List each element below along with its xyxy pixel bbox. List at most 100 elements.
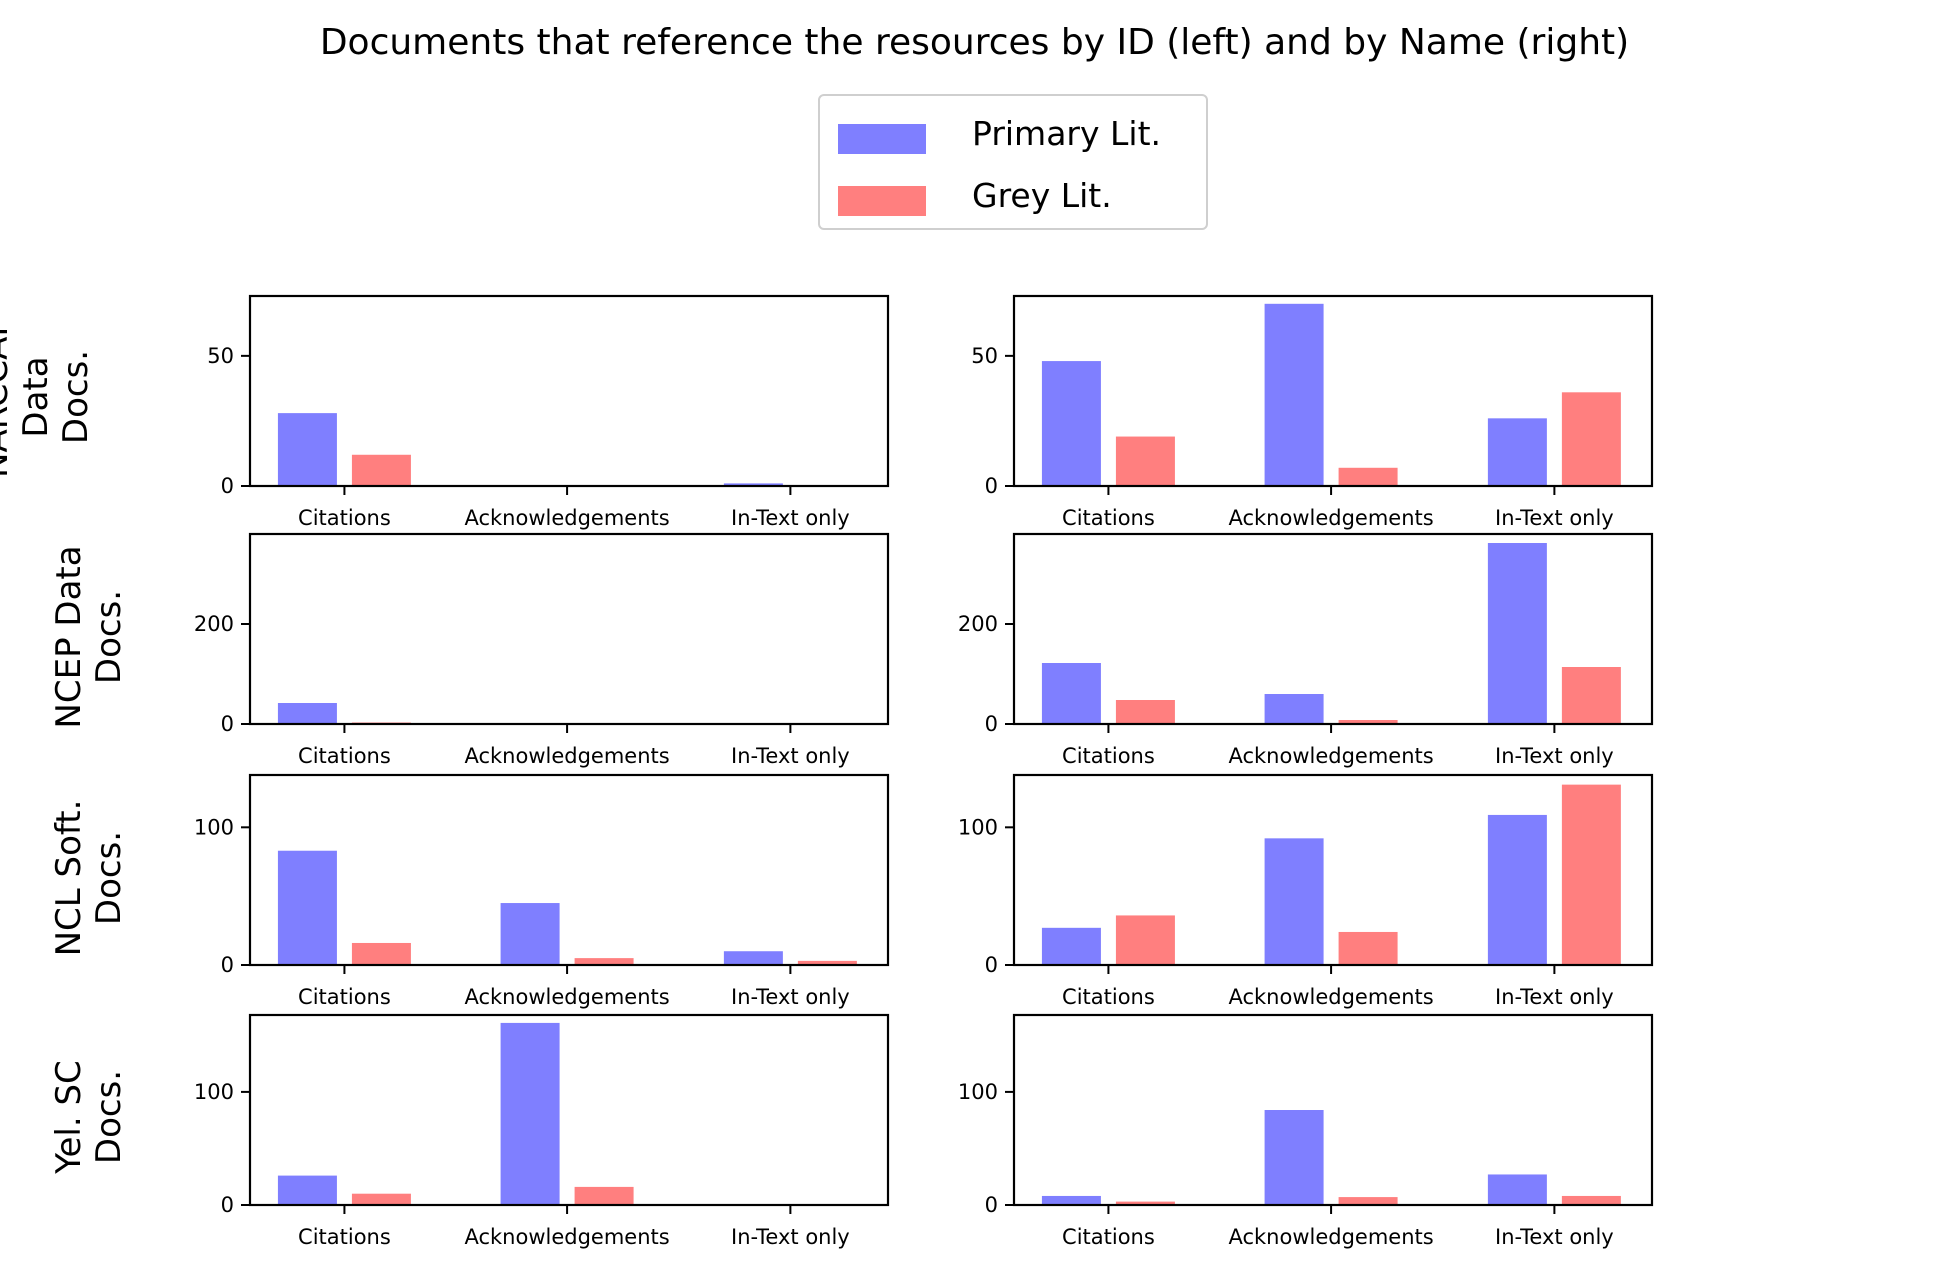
panel-1-name-bar-grey-lit-acknowledgements (1338, 467, 1398, 486)
panel-4-id-xtick-label-citations: Citations (298, 1225, 391, 1249)
legend-label-grey: Grey Lit. (972, 176, 1112, 215)
panel-2-name-axes-frame (1012, 532, 1654, 726)
row-label-4: Yel. SCDocs. (49, 1060, 129, 1175)
panel-4-name-xtick-label-citations: Citations (1062, 1225, 1155, 1249)
panel-2-name-bar-grey-lit-acknowledgements (1338, 720, 1398, 724)
panel-3-id-bar-grey-lit-in-text-only (797, 960, 857, 965)
panel-2-id-bar-primary-lit-citations (277, 703, 337, 724)
panel-1-id-xtick-label-acknowledgements: Acknowledgements (464, 506, 669, 530)
panel-1-name-xtick-label-in-text-only: In-Text only (1495, 506, 1614, 530)
panel-1-name-bar-grey-lit-in-text-only (1561, 392, 1621, 486)
panel-4-name-bar-grey-lit-acknowledgements (1338, 1197, 1398, 1205)
panel-3-name-bar-grey-lit-citations (1115, 915, 1175, 965)
panel-4-id-axes-frame (248, 1013, 890, 1207)
panel-2-name-ytick-label-0: 0 (985, 712, 998, 736)
panel-1-name-bar-primary-lit-in-text-only (1487, 418, 1547, 486)
panel-3-id-bar-grey-lit-citations (351, 942, 411, 965)
panel-4-id-bar-primary-lit-acknowledgements (500, 1022, 560, 1205)
panel-3-name-ytick-label-100: 100 (958, 815, 998, 839)
panel-2-name-bar-primary-lit-in-text-only (1487, 543, 1547, 724)
row-label-3-line-1: NCL Soft. (49, 800, 89, 957)
panel-1-id-xtick-label-in-text-only: In-Text only (731, 506, 850, 530)
legend: Primary Lit. Grey Lit. (818, 94, 1208, 230)
panel-4-name-bar-grey-lit-in-text-only (1561, 1195, 1621, 1205)
panel-3-id-ytick-label-100: 100 (194, 815, 234, 839)
row-label-4-line-1: Yel. SC (49, 1060, 89, 1175)
panel-1-id-ytick-label-0: 0 (221, 474, 234, 498)
panel-3-name-axes-frame (1012, 773, 1654, 967)
panel-2-id-xtick-label-citations: Citations (298, 744, 391, 768)
panel-1-id-bar-primary-lit-in-text-only (723, 483, 783, 486)
panel-3-name-bar-primary-lit-in-text-only (1487, 814, 1547, 965)
panel-2-name-bar-primary-lit-citations (1041, 663, 1101, 724)
panel-2-name-bar-primary-lit-acknowledgements (1264, 694, 1324, 724)
panel-3-id-axes-frame (248, 773, 890, 967)
panel-2-id-ytick-label-200: 200 (194, 612, 234, 636)
row-label-1-line-3: Docs. (56, 350, 96, 444)
panel-4-name-ytick-label-0: 0 (985, 1193, 998, 1217)
panel-3-id-bar-primary-lit-in-text-only (723, 951, 783, 965)
legend-swatch-grey (838, 186, 926, 216)
panel-2-name-xtick-label-acknowledgements: Acknowledgements (1228, 744, 1433, 768)
panel-2-id-axes-frame (248, 532, 890, 726)
panel-3-id-xtick-label-citations: Citations (298, 985, 391, 1009)
panel-1-name-axes-frame (1012, 294, 1654, 488)
panel-3-name-xtick-label-acknowledgements: Acknowledgements (1228, 985, 1433, 1009)
panel-2-id-ytick-label-0: 0 (221, 712, 234, 736)
panel-1-name-xtick-label-acknowledgements: Acknowledgements (1228, 506, 1433, 530)
panel-4-id-xtick-label-acknowledgements: Acknowledgements (464, 1225, 669, 1249)
panel-4-name-ytick-label-100: 100 (958, 1080, 998, 1104)
panel-1-id-axes-frame (248, 294, 890, 488)
panel-1-id-ytick-label-50: 50 (207, 344, 234, 368)
row-label-1-line-2: Data (16, 356, 56, 437)
panel-4-name-bar-primary-lit-acknowledgements (1264, 1110, 1324, 1205)
row-label-3-line-2: Docs. (89, 831, 129, 925)
panel-4-name-bar-primary-lit-in-text-only (1487, 1174, 1547, 1205)
panel-3-id-xtick-label-acknowledgements: Acknowledgements (464, 985, 669, 1009)
panel-1-id-bar-primary-lit-citations (277, 413, 337, 486)
panel-1-name-bar-primary-lit-acknowledgements (1264, 303, 1324, 486)
panel-3-name-bar-primary-lit-acknowledgements (1264, 838, 1324, 965)
panel-3-id-xtick-label-in-text-only: In-Text only (731, 985, 850, 1009)
panel-3-name-xtick-label-in-text-only: In-Text only (1495, 985, 1614, 1009)
panel-4-name-xtick-label-in-text-only: In-Text only (1495, 1225, 1614, 1249)
panel-3-id-bar-primary-lit-citations (277, 850, 337, 965)
panel-4-name-bar-primary-lit-citations (1041, 1195, 1101, 1205)
panel-4-id-xtick-label-in-text-only: In-Text only (731, 1225, 850, 1249)
row-label-1-line-1: NARCCAP (0, 316, 16, 478)
panel-4-id-ytick-label-0: 0 (221, 1193, 234, 1217)
panel-1-name-xtick-label-citations: Citations (1062, 506, 1155, 530)
panel-1-name-ytick-label-50: 50 (971, 344, 998, 368)
panel-1-name-bar-primary-lit-citations (1041, 361, 1101, 486)
row-label-1: NARCCAPDataDocs. (0, 316, 96, 478)
panel-4-id-ytick-label-100: 100 (194, 1080, 234, 1104)
panel-3-name-bar-grey-lit-acknowledgements (1338, 931, 1398, 965)
panel-3-id-bar-grey-lit-acknowledgements (574, 958, 634, 965)
panel-2-name-ytick-label-200: 200 (958, 612, 998, 636)
chart-title: Documents that reference the resources b… (319, 22, 1630, 63)
panel-4-name-xtick-label-acknowledgements: Acknowledgements (1228, 1225, 1433, 1249)
panel-3-id-bar-primary-lit-acknowledgements (500, 903, 560, 965)
panel-1-name-bar-grey-lit-citations (1115, 436, 1175, 486)
row-label-3: NCL Soft.Docs. (49, 800, 129, 957)
panel-2-name-xtick-label-citations: Citations (1062, 744, 1155, 768)
panel-3-id-ytick-label-0: 0 (221, 953, 234, 977)
panel-1-id-xtick-label-citations: Citations (298, 506, 391, 530)
panel-4-name-axes-frame (1012, 1013, 1654, 1207)
panel-2-name-bar-grey-lit-in-text-only (1561, 667, 1621, 724)
panel-3-name-bar-primary-lit-citations (1041, 927, 1101, 965)
panel-3-name-ytick-label-0: 0 (985, 953, 998, 977)
panel-2-id-xtick-label-acknowledgements: Acknowledgements (464, 744, 669, 768)
panel-1-id-bar-grey-lit-citations (351, 454, 411, 486)
panel-3-name-xtick-label-citations: Citations (1062, 985, 1155, 1009)
row-label-2: NCEP DataDocs. (49, 545, 129, 728)
panel-3-name-bar-grey-lit-in-text-only (1561, 784, 1621, 965)
legend-label-primary: Primary Lit. (972, 114, 1161, 153)
row-label-2-line-1: NCEP Data (49, 545, 89, 728)
row-label-2-line-2: Docs. (89, 590, 129, 684)
panel-4-name-bar-grey-lit-citations (1115, 1201, 1175, 1205)
panel-4-id-bar-primary-lit-citations (277, 1175, 337, 1205)
legend-swatch-primary (838, 124, 926, 154)
panel-2-name-bar-grey-lit-citations (1115, 700, 1175, 724)
